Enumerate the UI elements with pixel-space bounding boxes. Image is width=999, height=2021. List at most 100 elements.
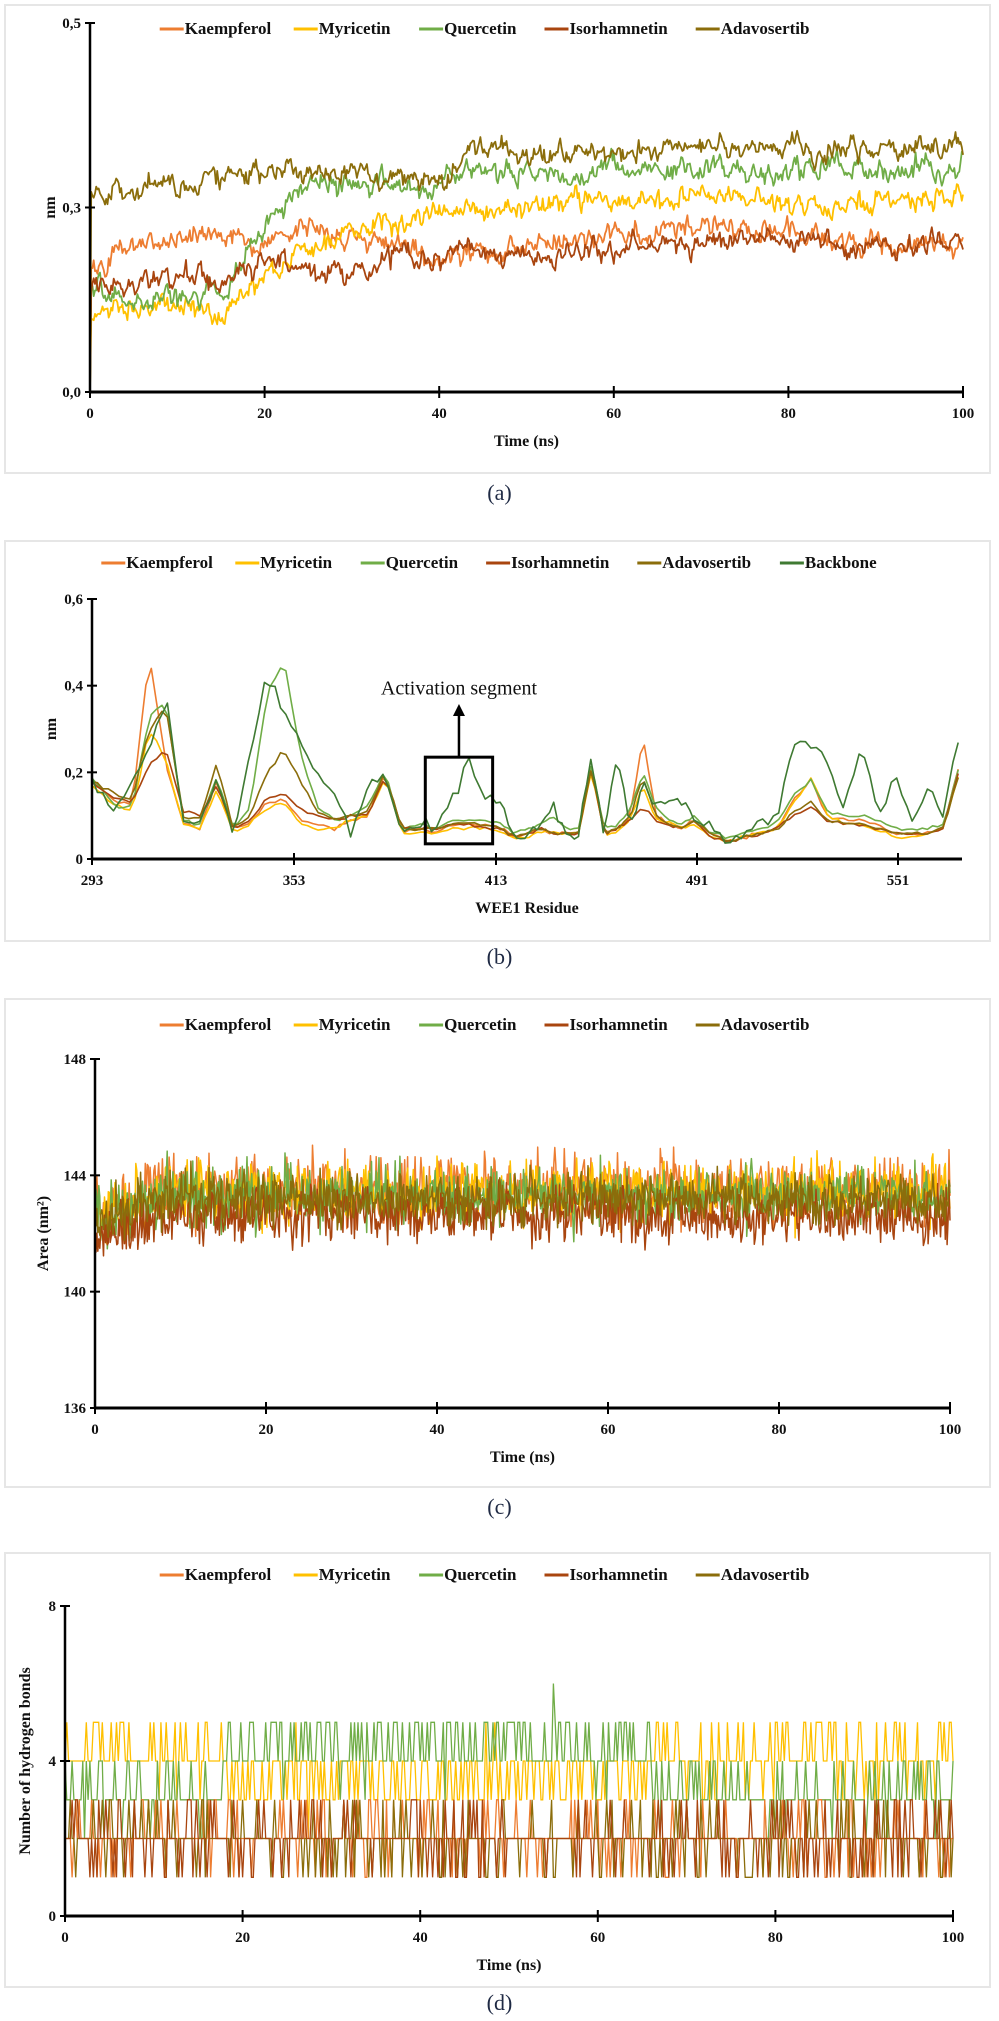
x-tick-label: 100 xyxy=(942,1930,965,1946)
x-tick-label: 413 xyxy=(485,873,508,889)
y-tick-label: 4 xyxy=(49,1754,57,1770)
legend-label: Quercetin xyxy=(386,553,459,572)
legend-label: Kaempferol xyxy=(126,553,213,572)
caption-b: (b) xyxy=(486,944,513,969)
legend-label: Adavosertib xyxy=(721,1565,810,1584)
x-tick-label: 40 xyxy=(432,406,447,422)
x-tick-label: 20 xyxy=(235,1930,250,1946)
y-axis-title: Number of hydrogen bonds xyxy=(17,1667,34,1854)
chart-c: Kaempferol Myricetin Quercetin Isorhamnetin… xyxy=(35,1015,962,1466)
x-tick-label: 551 xyxy=(887,873,910,889)
legend-label: Isorhamnetin xyxy=(511,553,610,572)
legend-label: Quercetin xyxy=(444,1565,517,1584)
x-tick-label: 40 xyxy=(430,1422,445,1438)
series-line-myricetin xyxy=(91,733,959,843)
x-tick-label: 0 xyxy=(61,1930,69,1946)
caption-d: (d) xyxy=(486,1990,513,2015)
legend-label: Adavosertib xyxy=(662,553,751,572)
legend-label: Myricetin xyxy=(319,1015,391,1034)
x-axis-title: Time (ns) xyxy=(494,433,559,450)
y-tick-label: 8 xyxy=(49,1599,57,1615)
legend-label: Myricetin xyxy=(319,19,391,38)
legend-item-isorhamnetin: Isorhamnetin xyxy=(544,1015,669,1034)
series-line-isorhamnetin xyxy=(89,226,964,393)
chart-b: Kaempferol Myricetin Quercetin Isorhamnetin… xyxy=(43,553,962,917)
series-line-isorhamnetin xyxy=(65,1799,954,1878)
series-line-quercetin xyxy=(64,1683,954,1840)
chart-a: Kaempferol Myricetin Quercetin Isorhamnetin… xyxy=(42,16,975,450)
legend-item-adavosertib: Adavosertib xyxy=(695,1015,809,1034)
legend-item-myricetin: Myricetin xyxy=(293,19,391,38)
legend: Kaempferol Myricetin Quercetin Isorhamnetin… xyxy=(159,1015,809,1034)
legend-item-backbone: Backbone xyxy=(779,553,877,572)
x-tick-label: 40 xyxy=(413,1930,428,1946)
series-line-adavosertib xyxy=(89,129,964,393)
legend-item-myricetin: Myricetin xyxy=(293,1015,391,1034)
series-line-kaempferol xyxy=(89,214,964,393)
series-line-adavosertib xyxy=(94,1160,951,1242)
x-tick-label: 100 xyxy=(952,406,975,422)
legend-label: Backbone xyxy=(805,553,877,572)
legend-label: Quercetin xyxy=(444,19,517,38)
legend: Kaempferol Myricetin Quercetin Isorhamnetin… xyxy=(101,553,877,572)
legend-item-kaempferol: Kaempferol xyxy=(101,553,213,572)
legend-item-quercetin: Quercetin xyxy=(419,1565,517,1584)
y-axis-title: nm xyxy=(43,717,60,740)
y-tick-label: 140 xyxy=(64,1285,87,1301)
x-axis-title: Time (ns) xyxy=(490,1449,555,1466)
x-tick-label: 80 xyxy=(772,1422,787,1438)
y-tick-label: 0 xyxy=(49,1909,57,1925)
chart-d: Kaempferol Myricetin Quercetin Isorhamnetin… xyxy=(17,1565,964,1974)
activation-segment-label: Activation segment xyxy=(381,677,538,699)
axes: 0 0,2 0,4 0,6 293 353 413 491 551 WEE1 Residue nm xyxy=(43,592,962,917)
x-tick-label: 20 xyxy=(259,1422,274,1438)
legend-item-myricetin: Myricetin xyxy=(293,1565,391,1584)
legend-item-isorhamnetin: Isorhamnetin xyxy=(486,553,610,572)
legend-item-adavosertib: Adavosertib xyxy=(637,553,751,572)
x-tick-label: 0 xyxy=(86,406,94,422)
x-tick-label: 0 xyxy=(91,1422,99,1438)
legend-label: Kaempferol xyxy=(185,1015,272,1034)
legend-item-isorhamnetin: Isorhamnetin xyxy=(544,19,669,38)
x-axis-title: Time (ns) xyxy=(476,1957,541,1974)
legend-item-adavosertib: Adavosertib xyxy=(695,1565,810,1584)
y-axis-title: nm xyxy=(42,196,59,219)
series-line-backbone xyxy=(91,681,959,844)
legend-item-kaempferol: Kaempferol xyxy=(159,19,272,38)
activation-segment-annotation: Activation segment xyxy=(381,677,538,846)
y-tick-label: 0,2 xyxy=(64,765,83,781)
y-tick-label: 136 xyxy=(64,1401,87,1417)
legend-item-quercetin: Quercetin xyxy=(360,553,459,572)
series-group xyxy=(64,1683,954,1878)
y-tick-label: 148 xyxy=(64,1052,87,1068)
panel-b xyxy=(4,540,991,942)
legend-item-kaempferol: Kaempferol xyxy=(159,1015,272,1034)
legend-label: Isorhamnetin xyxy=(570,1015,669,1034)
activation-segment-box xyxy=(423,755,495,846)
legend-label: Isorhamnetin xyxy=(570,19,669,38)
series-line-quercetin xyxy=(89,147,964,393)
legend-label: Myricetin xyxy=(260,553,332,572)
legend-item-quercetin: Quercetin xyxy=(419,1015,517,1034)
series-group xyxy=(89,129,964,393)
legend-item-myricetin: Myricetin xyxy=(235,553,333,572)
x-tick-label: 491 xyxy=(686,873,709,889)
y-tick-label: 0 xyxy=(76,852,84,868)
arrow-up-icon xyxy=(452,704,465,716)
x-tick-label: 353 xyxy=(283,873,306,889)
x-tick-label: 60 xyxy=(601,1422,616,1438)
legend-label: Kaempferol xyxy=(185,1565,272,1584)
x-tick-label: 80 xyxy=(768,1930,783,1946)
x-tick-label: 20 xyxy=(257,406,272,422)
y-tick-label: 0,5 xyxy=(62,16,81,32)
series-group xyxy=(91,667,959,844)
legend-label: Kaempferol xyxy=(185,19,272,38)
x-axis-title: WEE1 Residue xyxy=(475,900,579,917)
y-tick-label: 0,0 xyxy=(62,385,81,401)
caption-c: (c) xyxy=(487,1494,512,1519)
panel-c xyxy=(4,998,991,1488)
legend-item-kaempferol: Kaempferol xyxy=(159,1565,272,1584)
x-tick-label: 100 xyxy=(939,1422,962,1438)
legend-item-isorhamnetin: Isorhamnetin xyxy=(544,1565,668,1584)
